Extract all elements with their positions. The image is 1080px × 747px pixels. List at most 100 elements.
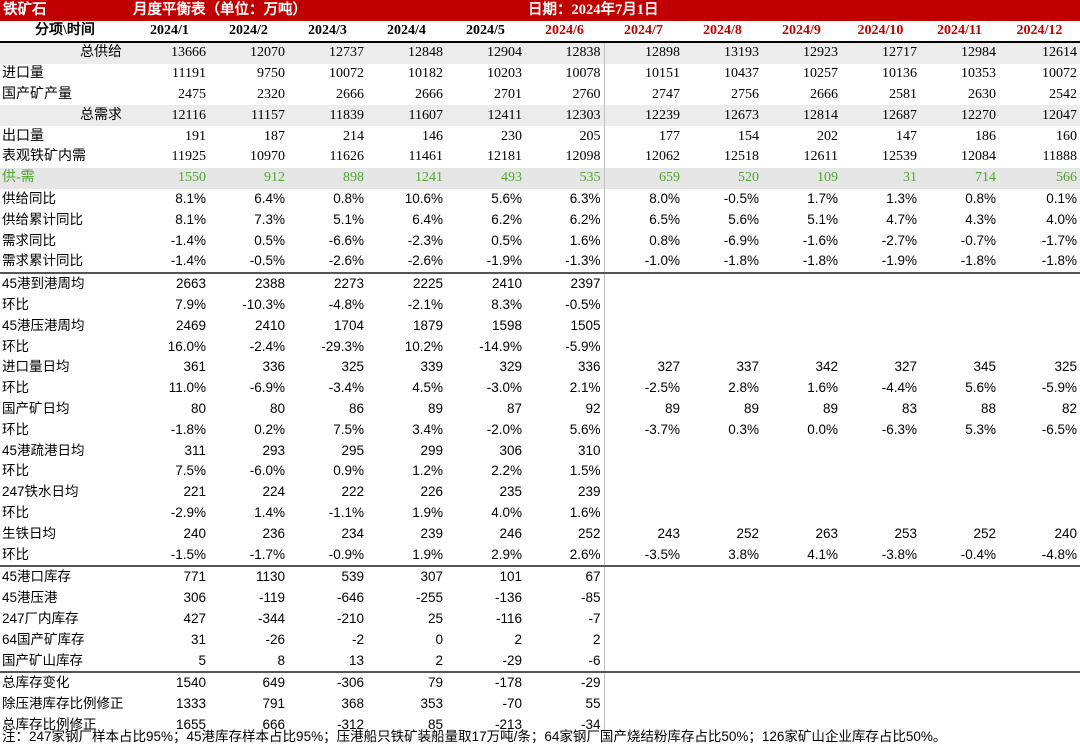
value-cell[interactable]: 2581: [889, 86, 917, 102]
value-cell[interactable]: 4.0%: [491, 504, 522, 520]
value-cell[interactable]: -213: [494, 716, 522, 732]
value-cell[interactable]: 12687: [841, 105, 920, 127]
value-cell[interactable]: -29.3%: [321, 338, 364, 354]
value-cell[interactable]: 12303: [525, 105, 604, 127]
value-cell[interactable]: 234: [341, 525, 364, 541]
value-cell[interactable]: [841, 694, 920, 715]
value-cell[interactable]: 2663: [130, 271, 209, 295]
value-cell[interactable]: 205: [579, 128, 601, 144]
value-cell[interactable]: 307: [367, 564, 446, 588]
value-cell[interactable]: 11.0%: [168, 380, 206, 396]
value-cell[interactable]: -1.9%: [881, 253, 917, 269]
value-cell[interactable]: 239: [420, 525, 443, 541]
value-cell[interactable]: [603, 460, 683, 482]
value-cell[interactable]: 12611: [803, 149, 838, 165]
value-cell[interactable]: -1.7%: [1041, 232, 1077, 248]
value-cell[interactable]: 11461: [408, 149, 443, 165]
value-cell[interactable]: -1.8%: [1041, 253, 1077, 269]
value-cell[interactable]: [841, 461, 920, 482]
value-cell[interactable]: [999, 461, 1080, 482]
value-cell[interactable]: -306: [288, 670, 367, 694]
value-cell[interactable]: 12070: [209, 42, 288, 64]
row-label-cell[interactable]: 供-需: [0, 167, 130, 189]
value-cell[interactable]: 2747: [603, 84, 683, 106]
value-cell[interactable]: 12838: [525, 42, 604, 64]
value-cell[interactable]: -0.5%: [249, 253, 285, 269]
value-cell[interactable]: [683, 336, 762, 357]
value-cell[interactable]: [762, 315, 841, 336]
value-cell[interactable]: 1.5%: [569, 463, 601, 479]
value-cell[interactable]: -6.9%: [249, 380, 285, 396]
value-cell[interactable]: 154: [738, 128, 759, 144]
value-cell[interactable]: -29: [525, 670, 604, 694]
value-cell[interactable]: 16.0%: [167, 338, 206, 354]
value-cell[interactable]: 240: [1054, 525, 1077, 541]
row-label-cell[interactable]: 环比: [2, 338, 29, 354]
value-cell[interactable]: -2.7%: [881, 232, 917, 248]
value-cell[interactable]: [603, 587, 683, 609]
month-header-cell[interactable]: 2024/1: [130, 21, 209, 43]
value-cell[interactable]: 714: [920, 167, 999, 189]
value-cell[interactable]: [762, 564, 841, 588]
value-cell[interactable]: 1.7%: [807, 190, 838, 206]
month-header-cell[interactable]: 2024/3: [288, 21, 367, 43]
value-cell[interactable]: 659: [603, 167, 683, 189]
value-cell[interactable]: [762, 271, 841, 295]
value-cell[interactable]: 12717: [841, 42, 920, 64]
value-cell[interactable]: 221: [183, 484, 206, 500]
value-cell[interactable]: [920, 694, 999, 715]
value-cell[interactable]: 11157: [209, 105, 288, 127]
value-cell[interactable]: 2701: [494, 86, 522, 102]
value-cell[interactable]: [762, 670, 841, 694]
value-cell[interactable]: -6.0%: [249, 463, 285, 479]
value-cell[interactable]: 6.2%: [569, 211, 601, 227]
value-cell[interactable]: [762, 461, 841, 482]
value-cell[interactable]: [683, 271, 762, 295]
value-cell[interactable]: 539: [288, 564, 367, 588]
row-label-cell[interactable]: 需求同比: [2, 232, 56, 248]
value-cell[interactable]: 2.1%: [569, 380, 601, 396]
value-cell[interactable]: 12984: [920, 42, 999, 64]
value-cell[interactable]: 13193: [683, 42, 762, 64]
value-cell[interactable]: 1505: [570, 317, 601, 333]
value-cell[interactable]: 2542: [1049, 86, 1077, 102]
row-label-cell[interactable]: 环比: [2, 504, 29, 520]
value-cell[interactable]: [762, 503, 841, 524]
value-cell[interactable]: -34: [580, 716, 601, 732]
value-cell[interactable]: 224: [262, 484, 285, 500]
value-cell[interactable]: 5.6%: [728, 211, 759, 227]
value-cell[interactable]: 10151: [603, 63, 683, 85]
value-cell[interactable]: -3.7%: [603, 419, 683, 441]
value-cell[interactable]: 147: [896, 128, 917, 144]
value-cell[interactable]: 10353: [961, 66, 996, 82]
value-cell[interactable]: 10257: [803, 66, 838, 82]
value-cell[interactable]: 88: [980, 400, 996, 416]
value-cell[interactable]: 177: [603, 126, 683, 147]
value-cell[interactable]: 89: [822, 400, 838, 416]
value-cell[interactable]: 1704: [333, 317, 364, 333]
value-cell[interactable]: [920, 271, 999, 295]
value-cell[interactable]: 214: [343, 128, 364, 144]
value-cell[interactable]: 361: [183, 359, 206, 375]
value-cell[interactable]: 5.3%: [965, 421, 996, 437]
value-cell[interactable]: [683, 503, 762, 524]
value-cell[interactable]: -646: [336, 590, 364, 606]
value-cell[interactable]: -6.9%: [723, 232, 759, 248]
row-label-cell[interactable]: 出口量: [2, 128, 44, 144]
value-cell[interactable]: 535: [525, 167, 604, 189]
value-cell[interactable]: 306: [499, 442, 522, 458]
value-cell[interactable]: [762, 482, 841, 503]
value-cell[interactable]: 2756: [731, 86, 759, 102]
value-cell[interactable]: 1.9%: [412, 504, 443, 520]
row-label-cell[interactable]: 环比: [2, 546, 29, 562]
value-cell[interactable]: [683, 461, 762, 482]
value-cell[interactable]: 187: [264, 128, 285, 144]
value-cell[interactable]: 0.9%: [333, 463, 364, 479]
value-cell[interactable]: 12614: [999, 42, 1080, 64]
value-cell[interactable]: [841, 295, 920, 316]
value-cell[interactable]: 2666: [336, 86, 364, 102]
value-cell[interactable]: 0.2%: [254, 421, 285, 437]
value-cell[interactable]: 12923: [762, 42, 841, 64]
value-cell[interactable]: -3.0%: [486, 380, 522, 396]
value-cell[interactable]: 4.5%: [412, 380, 443, 396]
